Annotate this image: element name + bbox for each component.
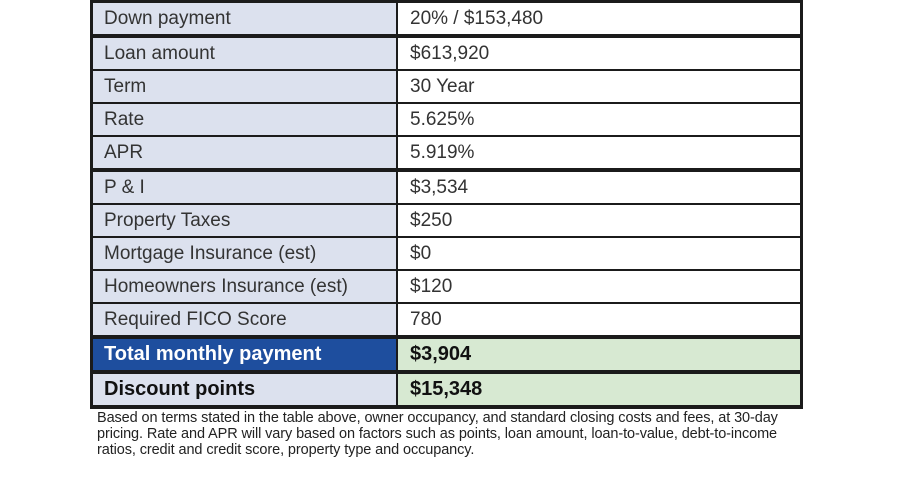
table-row: Term 30 Year bbox=[93, 71, 800, 104]
rate-table: Down payment 20% / $153,480 Loan amount … bbox=[90, 0, 803, 409]
row-label: Homeowners Insurance (est) bbox=[93, 271, 398, 302]
table-row: Required FICO Score 780 bbox=[93, 304, 800, 339]
table-row: Loan amount $613,920 bbox=[93, 38, 800, 71]
table-row: Mortgage Insurance (est) $0 bbox=[93, 238, 800, 271]
table-row: P & I $3,534 bbox=[93, 172, 800, 205]
row-value: 780 bbox=[398, 304, 800, 335]
table-row: APR 5.919% bbox=[93, 137, 800, 172]
row-label: Mortgage Insurance (est) bbox=[93, 238, 398, 269]
table-row: Down payment 20% / $153,480 bbox=[93, 3, 800, 38]
row-label: Rate bbox=[93, 104, 398, 135]
disclaimer-line: Based on terms stated in the table above… bbox=[97, 410, 778, 426]
disclaimer-line: ratios, credit and credit score, propert… bbox=[97, 442, 475, 458]
row-value: 5.919% bbox=[398, 137, 800, 168]
row-value: 30 Year bbox=[398, 71, 800, 102]
table-row: Total monthly payment $3,904 bbox=[93, 339, 800, 374]
table-row: Homeowners Insurance (est) $120 bbox=[93, 271, 800, 304]
row-value: $613,920 bbox=[398, 38, 800, 69]
row-value: 5.625% bbox=[398, 104, 800, 135]
row-value: $250 bbox=[398, 205, 800, 236]
row-label: P & I bbox=[93, 172, 398, 203]
table-row: Property Taxes $250 bbox=[93, 205, 800, 238]
row-value: $0 bbox=[398, 238, 800, 269]
row-value: $3,534 bbox=[398, 172, 800, 203]
row-label: Required FICO Score bbox=[93, 304, 398, 335]
rate-table-body: Down payment 20% / $153,480 Loan amount … bbox=[93, 3, 800, 405]
disclaimer-text: Based on terms stated in the table above… bbox=[97, 410, 821, 458]
row-label: Loan amount bbox=[93, 38, 398, 69]
row-label: Down payment bbox=[93, 3, 398, 34]
row-value: 20% / $153,480 bbox=[398, 3, 800, 34]
disclaimer-line: pricing. Rate and APR will vary based on… bbox=[97, 426, 778, 442]
row-label: Term bbox=[93, 71, 398, 102]
table-row: Rate 5.625% bbox=[93, 104, 800, 137]
row-value: $120 bbox=[398, 271, 800, 302]
row-value: $15,348 bbox=[398, 374, 800, 405]
row-label: Discount points bbox=[93, 374, 398, 405]
row-label: APR bbox=[93, 137, 398, 168]
row-label: Property Taxes bbox=[93, 205, 398, 236]
row-label: Total monthly payment bbox=[93, 339, 398, 370]
row-value: $3,904 bbox=[398, 339, 800, 370]
table-row: Discount points $15,348 bbox=[93, 374, 800, 405]
